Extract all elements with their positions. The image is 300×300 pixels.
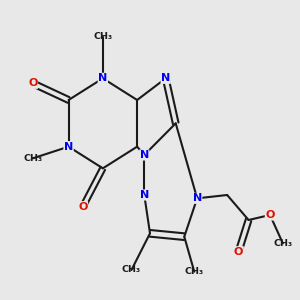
Text: CH₃: CH₃ bbox=[122, 266, 141, 274]
Text: CH₃: CH₃ bbox=[93, 32, 112, 41]
Text: O: O bbox=[234, 247, 243, 257]
Text: N: N bbox=[140, 190, 149, 200]
Text: O: O bbox=[265, 210, 275, 220]
Text: N: N bbox=[161, 73, 170, 83]
Text: N: N bbox=[64, 142, 73, 152]
Text: CH₃: CH₃ bbox=[185, 267, 204, 276]
Text: N: N bbox=[193, 193, 202, 203]
Text: O: O bbox=[28, 78, 38, 88]
Text: CH₃: CH₃ bbox=[273, 239, 292, 248]
Text: N: N bbox=[140, 150, 149, 160]
Text: O: O bbox=[78, 202, 88, 212]
Text: N: N bbox=[98, 73, 107, 83]
Text: CH₃: CH₃ bbox=[23, 154, 42, 163]
